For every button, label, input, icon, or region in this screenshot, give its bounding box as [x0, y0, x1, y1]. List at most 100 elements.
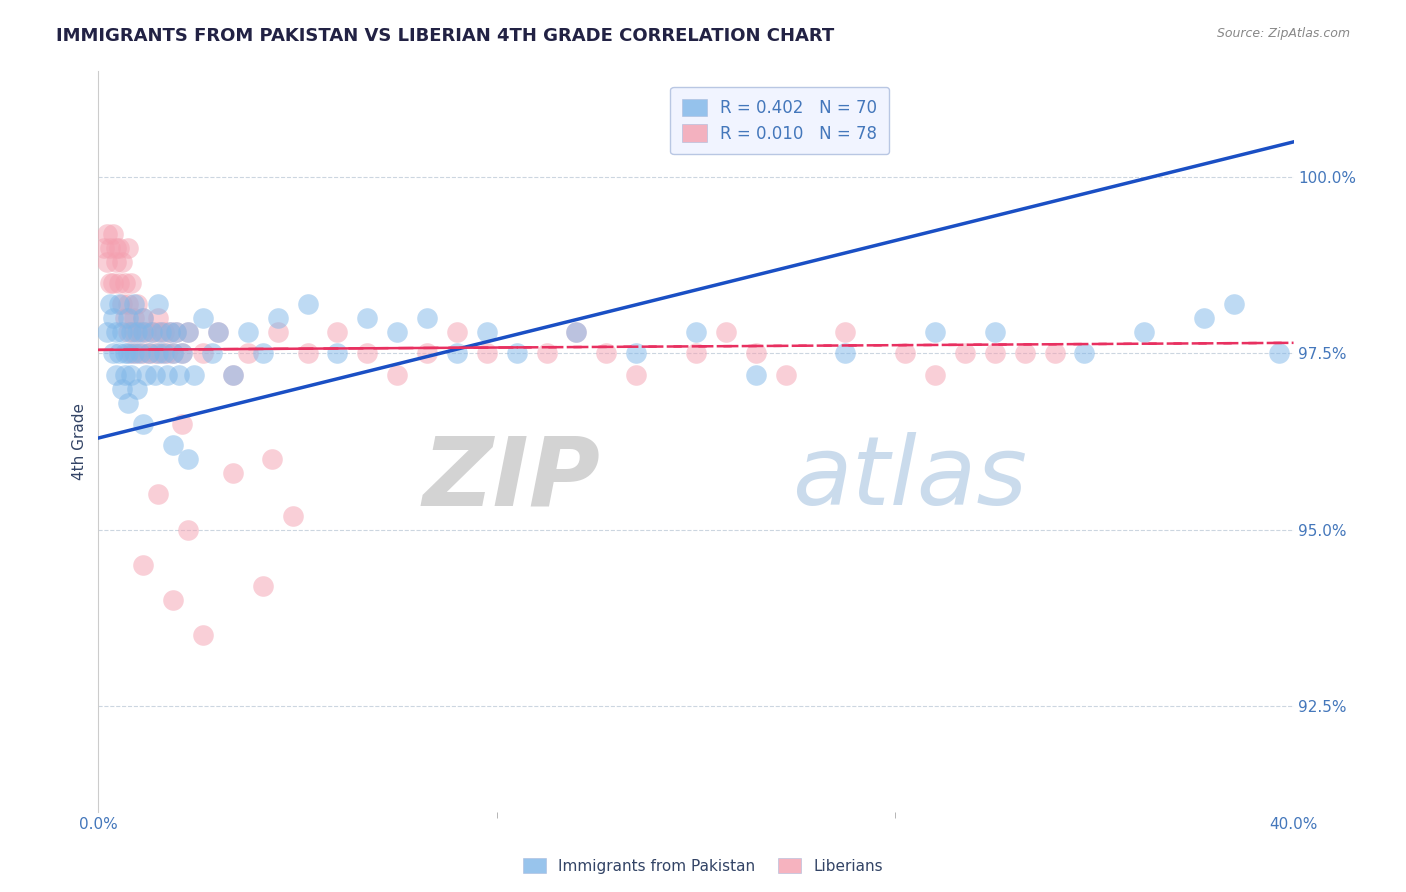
Point	[834, 325, 856, 339]
Point	[98, 297, 122, 311]
Point	[132, 417, 155, 431]
Point	[103, 227, 125, 241]
Point	[416, 346, 439, 360]
Point	[565, 325, 588, 339]
Point	[141, 325, 163, 339]
Point	[148, 346, 170, 360]
Point	[105, 254, 128, 268]
Point	[143, 368, 166, 382]
Point	[153, 325, 176, 339]
Point	[834, 346, 856, 360]
Point	[114, 311, 136, 326]
Point	[984, 346, 1007, 360]
Point	[114, 368, 136, 382]
Point	[132, 325, 155, 339]
Point	[281, 508, 304, 523]
Point	[129, 346, 152, 360]
Text: Source: ZipAtlas.com: Source: ZipAtlas.com	[1216, 27, 1350, 40]
Legend: R = 0.402   N = 70, R = 0.010   N = 78: R = 0.402 N = 70, R = 0.010 N = 78	[671, 87, 889, 154]
Point	[984, 325, 1007, 339]
Point	[138, 346, 160, 360]
Point	[143, 346, 166, 360]
Point	[165, 325, 187, 339]
Point	[117, 346, 139, 360]
Point	[153, 346, 176, 360]
Point	[167, 368, 190, 382]
Point	[924, 368, 946, 382]
Point	[446, 325, 468, 339]
Point	[626, 346, 648, 360]
Point	[148, 487, 170, 501]
Point	[953, 346, 976, 360]
Point	[297, 346, 319, 360]
Point	[207, 325, 229, 339]
Point	[117, 241, 139, 255]
Point	[111, 297, 134, 311]
Point	[124, 311, 146, 326]
Point	[148, 325, 170, 339]
Point	[96, 325, 118, 339]
Point	[114, 346, 136, 360]
Point	[96, 227, 118, 241]
Point	[117, 396, 139, 410]
Point	[446, 346, 468, 360]
Point	[745, 368, 768, 382]
Point	[236, 346, 259, 360]
Point	[1073, 346, 1095, 360]
Point	[565, 325, 588, 339]
Point	[159, 325, 181, 339]
Point	[108, 276, 131, 290]
Point	[1043, 346, 1066, 360]
Point	[162, 346, 184, 360]
Point	[356, 346, 378, 360]
Point	[156, 346, 179, 360]
Point	[117, 325, 139, 339]
Point	[105, 368, 128, 382]
Point	[183, 368, 205, 382]
Point	[297, 297, 319, 311]
Point	[132, 346, 155, 360]
Point	[105, 241, 128, 255]
Point	[105, 325, 128, 339]
Point	[93, 241, 115, 255]
Point	[1267, 346, 1289, 360]
Point	[385, 368, 409, 382]
Point	[177, 523, 200, 537]
Point	[162, 593, 184, 607]
Point	[162, 438, 184, 452]
Point	[141, 325, 163, 339]
Point	[385, 325, 409, 339]
Point	[924, 325, 946, 339]
Point	[103, 311, 125, 326]
Point	[201, 346, 224, 360]
Point	[191, 346, 214, 360]
Point	[165, 325, 187, 339]
Point	[127, 297, 149, 311]
Point	[108, 241, 131, 255]
Point	[222, 368, 245, 382]
Point	[138, 346, 160, 360]
Point	[1133, 325, 1156, 339]
Point	[135, 325, 157, 339]
Point	[120, 346, 142, 360]
Point	[132, 311, 155, 326]
Point	[267, 325, 290, 339]
Point	[159, 325, 181, 339]
Point	[132, 558, 155, 572]
Point	[536, 346, 558, 360]
Point	[148, 297, 170, 311]
Point	[98, 241, 122, 255]
Point	[150, 325, 173, 339]
Point	[111, 254, 134, 268]
Point	[127, 382, 149, 396]
Point	[177, 325, 200, 339]
Point	[162, 346, 184, 360]
Point	[356, 311, 378, 326]
Point	[236, 325, 259, 339]
Point	[1014, 346, 1036, 360]
Point	[135, 368, 157, 382]
Point	[103, 346, 125, 360]
Legend: Immigrants from Pakistan, Liberians: Immigrants from Pakistan, Liberians	[517, 852, 889, 880]
Point	[326, 325, 349, 339]
Point	[894, 346, 917, 360]
